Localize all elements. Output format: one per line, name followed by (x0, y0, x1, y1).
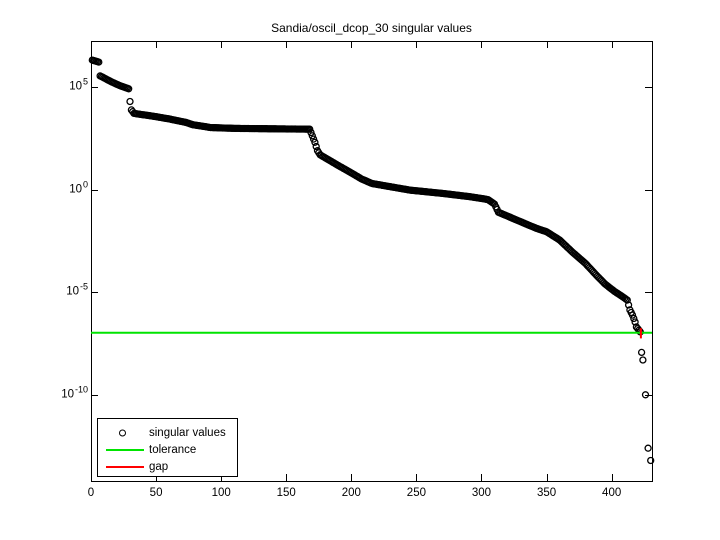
singular-value-marker (631, 318, 639, 326)
plot-border (91, 41, 653, 482)
x-tick-label: 350 (536, 487, 557, 499)
y-tick-label: 100 (69, 179, 88, 196)
gap-line-swatch-icon (106, 465, 144, 468)
x-tick-label: 300 (471, 487, 492, 499)
axis-ticks (91, 41, 652, 481)
y-tick-label: 105 (69, 76, 88, 93)
x-tick-label: 150 (276, 487, 296, 499)
legend-label-tolerance: tolerance (149, 443, 197, 456)
singular-value-marker (311, 138, 319, 146)
singular-value-marker (639, 356, 647, 364)
x-tick-label: 0 (87, 487, 95, 499)
singular-value-marker (637, 348, 646, 357)
singular-value-marker (628, 311, 637, 319)
singular-value-marker (624, 301, 633, 309)
singular-value-marker (307, 128, 315, 137)
singular-value-marker (306, 125, 314, 133)
y-tick-label: 10-10 (61, 384, 88, 401)
singular-values-series (88, 56, 655, 465)
singular-value-marker (125, 85, 133, 93)
y-tick-label: 10-5 (66, 281, 88, 298)
singular-value-marker (647, 456, 655, 465)
legend-row-singular-values: singular values (98, 424, 237, 441)
singular-value-marker (312, 142, 320, 151)
singular-value-marker (630, 314, 638, 323)
x-tick-label: 100 (211, 487, 231, 499)
x-tick-label: 50 (149, 487, 163, 499)
singular-value-marker (644, 444, 652, 452)
legend-box[interactable]: singular values tolerance gap (97, 418, 238, 477)
x-tick-label: 200 (341, 487, 361, 499)
singular-value-marker (126, 97, 134, 106)
singular-value-marker (623, 296, 631, 304)
legend-row-tolerance: tolerance (98, 441, 237, 458)
x-tick-label: 400 (602, 487, 622, 499)
legend-row-gap: gap (98, 458, 237, 475)
legend-label-singular-values: singular values (149, 426, 226, 439)
singular-value-marker (641, 391, 650, 399)
tolerance-line-swatch-icon (106, 448, 144, 451)
x-tick-label: 250 (406, 487, 426, 499)
open-circle-marker-icon (119, 429, 126, 436)
singular-value-marker (308, 132, 316, 140)
chart-title: Sandia/oscil_dcop_30 singular values (271, 21, 472, 35)
legend-label-gap: gap (149, 460, 169, 473)
singular-value-marker (95, 58, 103, 66)
